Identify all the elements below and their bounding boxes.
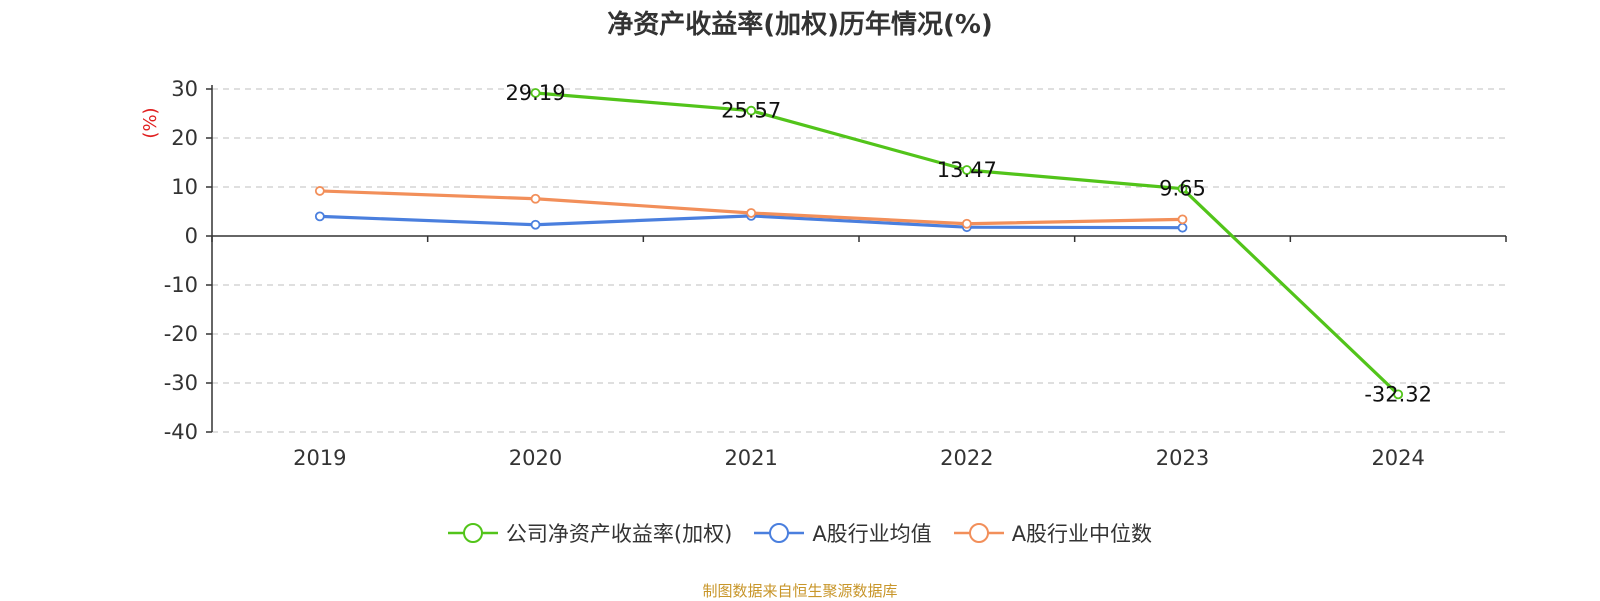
x-tick-label: 2019 <box>293 446 346 470</box>
data-point <box>530 219 541 230</box>
data-label: 9.65 <box>1159 177 1206 201</box>
data-point <box>961 218 972 229</box>
axis-layer: 30 20 10 0 -10 -20 -30 -40 2019 2020 2021 2022 2023 2… <box>164 77 1507 470</box>
legend-item[interactable]: A股行业均值 <box>754 518 932 548</box>
data-label: -32.32 <box>1364 382 1432 406</box>
source-note: 制图数据来自恒生聚源数据库 <box>702 582 898 600</box>
data-point <box>961 165 972 175</box>
data-point <box>1177 183 1188 194</box>
data-point <box>746 208 757 218</box>
legend-label: 公司净资产收益率(加权) <box>505 522 733 546</box>
legend-item[interactable]: 公司净资产收益率(加权) <box>447 518 733 548</box>
x-tick-label: 2020 <box>509 446 562 470</box>
data-point <box>1393 389 1404 400</box>
y-tick-label: -30 <box>164 371 198 395</box>
legend-item[interactable]: A股行业中位数 <box>953 518 1153 548</box>
data-label: 25.57 <box>721 99 781 123</box>
legend-line-circle-icon <box>953 523 1004 543</box>
data-point <box>314 186 325 196</box>
x-tick-label: 2022 <box>940 446 993 470</box>
y-tick-label: -40 <box>164 420 198 444</box>
y-tick-label: -20 <box>164 322 198 346</box>
legend-label: A股行业中位数 <box>1011 522 1153 546</box>
x-tick-label: 2024 <box>1371 446 1424 470</box>
legend-line-circle-icon <box>754 523 805 543</box>
legend-line-circle-icon <box>447 523 498 543</box>
data-point <box>530 88 541 98</box>
data-point <box>530 193 541 204</box>
data-point <box>746 105 757 116</box>
y-tick-label: 10 <box>171 175 198 199</box>
y-tick-label: 20 <box>171 126 198 150</box>
chart-title: 净资产收益率(加权)历年情况(%) <box>607 10 993 40</box>
legend-label: A股行业均值 <box>812 522 932 546</box>
y-tick-label: 30 <box>171 77 198 101</box>
y-axis-label: (%) <box>140 107 161 138</box>
x-tick-label: 2023 <box>1156 446 1209 470</box>
y-tick-label: 0 <box>185 224 198 248</box>
data-point <box>314 211 325 222</box>
x-tick-label: 2021 <box>724 446 777 470</box>
data-point <box>1177 214 1188 225</box>
data-label: 29.19 <box>505 81 565 105</box>
data-label: 13.47 <box>937 158 997 182</box>
grid-layer <box>212 88 1506 433</box>
legend: 公司净资产收益率(加权) A股行业均值 A股行业中位数 <box>0 518 1600 548</box>
data-point <box>1177 222 1188 233</box>
y-tick-label: -10 <box>164 273 198 297</box>
series-layer <box>314 88 1404 400</box>
data-label-layer: 29.19 25.57 13.47 9.65 -32.32 <box>505 81 1432 406</box>
